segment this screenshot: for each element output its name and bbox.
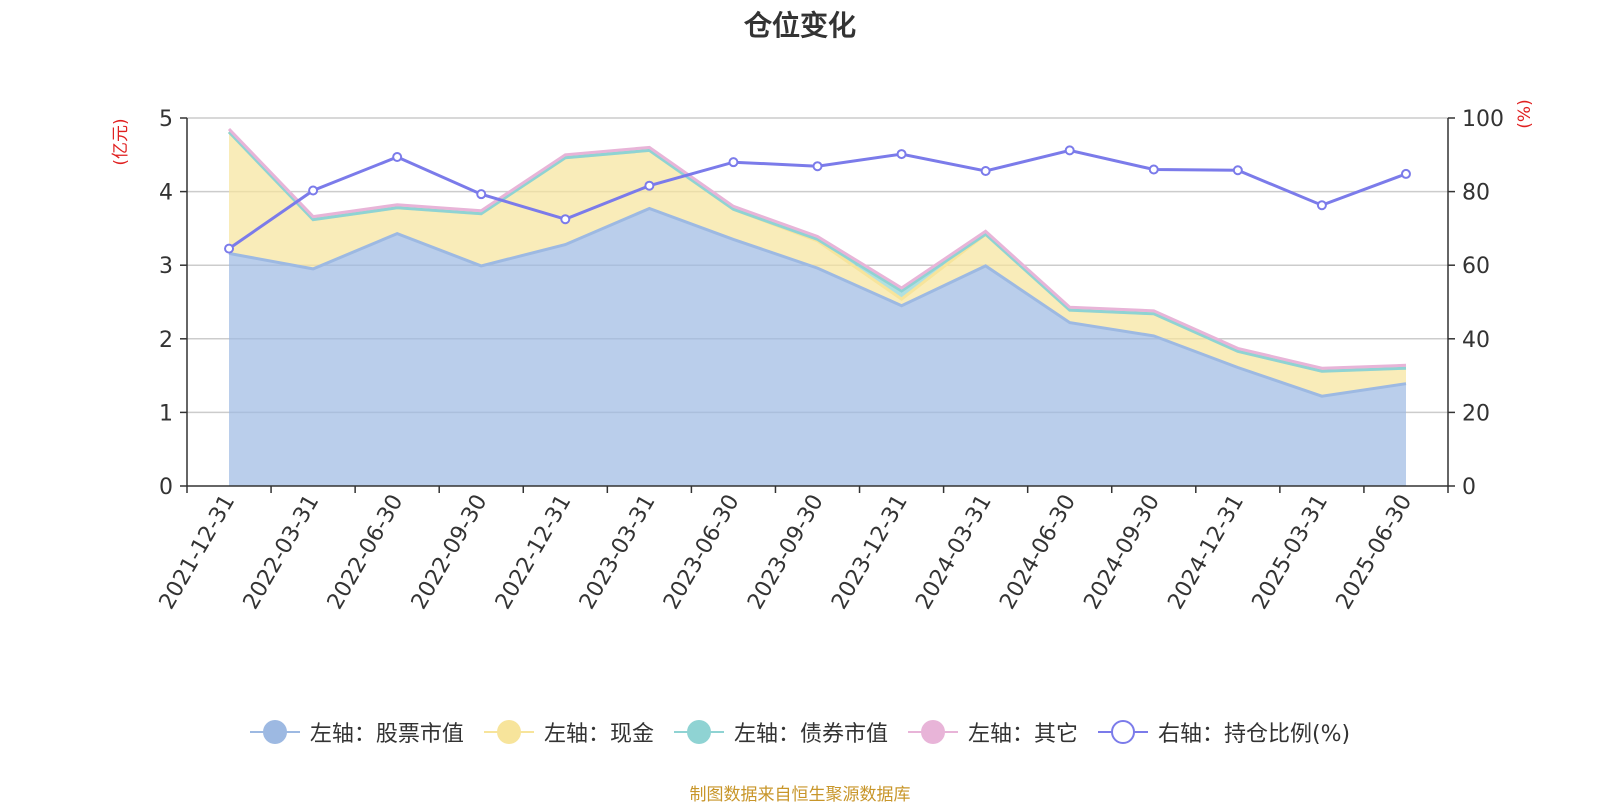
ratio-line [224,145,1411,254]
legend-marker-icon [249,719,300,745]
x-tick-label: 2024-12-31 [1163,491,1249,614]
ratio-point [392,152,403,163]
y-left-tick-label: 3 [159,254,173,279]
y-left-tick-label: 2 [159,328,173,353]
x-tick-label: 2022-06-30 [323,490,409,613]
y-axis-right-label: (%) [1515,99,1535,128]
y-right-tick-label: 80 [1462,181,1490,206]
ratio-point [1232,165,1243,176]
ratio-point [224,243,235,254]
legend-label: 左轴：现金 [543,722,654,747]
area-series-line [227,130,1407,373]
y-right-tick-label: 0 [1462,475,1476,500]
ratio-point [644,180,655,191]
legend-label: 左轴：股票市值 [309,722,464,747]
ratio-point [308,185,319,196]
y-right-tick-label: 40 [1462,328,1490,353]
legend-item[interactable]: 右轴：持仓比例(%) [1097,716,1351,748]
y-right-tick-label: 100 [1462,107,1504,132]
x-tick-label: 2023-12-31 [827,491,913,614]
x-tick-label: 2022-03-31 [239,491,325,614]
x-tick-label: 2023-03-31 [575,491,661,614]
legend-label: 左轴：债券市值 [733,722,888,747]
legend-marker-icon [1097,719,1148,745]
legend-marker-icon [907,719,958,745]
legend-item[interactable]: 左轴：其它 [907,716,1078,748]
y-left-tick-label: 1 [159,401,173,426]
x-tick-label: 2022-09-30 [407,491,493,614]
ratio-point [1148,164,1159,175]
legend-item[interactable]: 左轴：债券市值 [673,716,888,748]
x-tick-label: 2021-12-31 [155,491,241,614]
y-right-tick-label: 20 [1462,401,1490,426]
area-series [229,208,1406,486]
legend-label: 右轴：持仓比例(%) [1157,722,1351,747]
x-tick-label: 2024-03-31 [911,490,997,613]
ratio-point [1400,168,1411,179]
ratio-point [980,165,991,176]
x-tick-label: 2023-09-30 [743,491,829,614]
x-tick-label: 2025-06-30 [1332,491,1418,614]
ratio-point [896,149,907,160]
legend-item[interactable]: 左轴：现金 [483,716,654,748]
y-axis-left-label: (亿元) [111,118,131,165]
legend-label: 左轴：其它 [967,722,1078,747]
x-tick-label: 2025-03-31 [1248,491,1334,614]
ratio-point [560,214,571,225]
legend: 左轴：股票市值 左轴：现金 左轴：债券市值 左轴：其它 右轴：持仓比例(%) [0,716,1600,748]
y-left-tick-label: 5 [159,107,173,132]
area-series [229,132,1406,397]
legend-marker-icon [483,719,534,745]
ratio-point [812,161,823,172]
y-right-tick-label: 60 [1462,254,1490,279]
legend-marker-icon [673,719,724,745]
x-tick-label: 2022-12-31 [491,491,577,614]
data-source-footer: 制图数据来自恒生聚源数据库 [689,785,911,805]
ratio-point [728,157,739,168]
area-series-line [227,127,1407,370]
y-left-tick-label: 0 [159,475,173,500]
ratio-point [476,189,487,200]
y-left-tick-label: 4 [159,181,173,206]
x-tick-label: 2024-09-30 [1079,491,1165,614]
x-tick-label: 2024-06-30 [995,491,1081,614]
stacked-areas [227,127,1407,486]
x-tick-label: 2023-06-30 [659,491,745,614]
ratio-point [1064,145,1075,156]
chart-title: 仓位变化 [743,9,856,42]
ratio-point [1316,200,1327,211]
legend-item[interactable]: 左轴：股票市值 [249,716,464,748]
area-series-line [228,206,1407,398]
